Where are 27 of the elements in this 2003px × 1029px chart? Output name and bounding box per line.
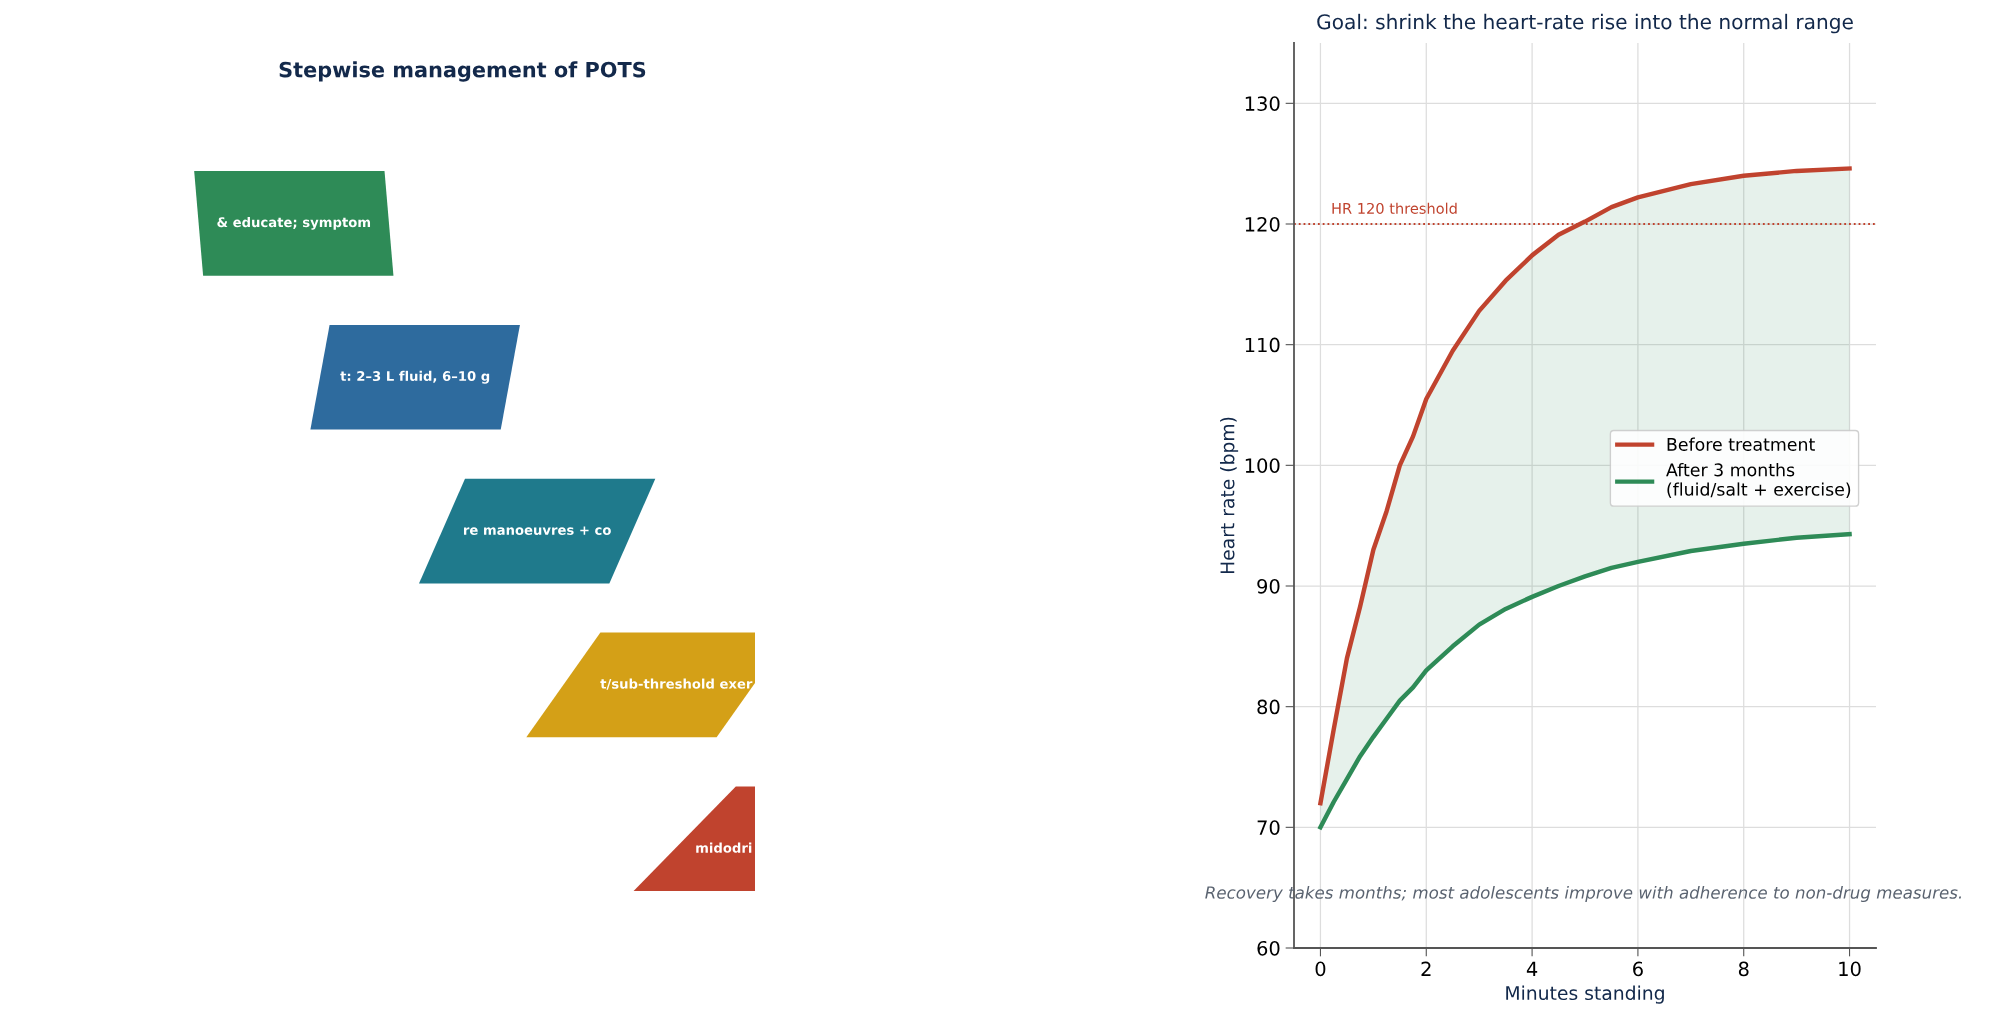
legend-label: Before treatment [1667, 437, 1815, 451]
x-tick-label: 10 [1839, 961, 1861, 977]
y-tick-label: 130 [1245, 96, 1280, 111]
ref-line-label: HR 120 threshold [1332, 202, 1457, 214]
x-tick-label: 0 [1315, 961, 1326, 977]
x-axis-title: Minutes standing [1506, 985, 1664, 1004]
y-axis-title: Heart rate (bpm) [1219, 417, 1239, 574]
y-tick-label: 120 [1245, 216, 1280, 232]
x-tick-label: 4 [1526, 961, 1538, 976]
text: midodri [696, 842, 752, 853]
text: re manoeuvres + co [463, 526, 611, 535]
x-tick-label: 6 [1633, 961, 1643, 977]
legend-label: After 3 months (fluid/salt + exercise) [1666, 462, 1851, 498]
x-tick-label: 2 [1421, 961, 1431, 976]
line-series [1318, 531, 1852, 830]
y-tick-label: 80 [1257, 699, 1280, 715]
chart-title: Goal: shrink the heart-rate rise into the normal range [1317, 13, 1853, 34]
text: & educate; symptom [217, 216, 371, 230]
x-tick-label: 8 [1738, 961, 1749, 977]
y-tick-label: 90 [1257, 578, 1280, 594]
text: Stepwise management of POTS [279, 61, 646, 82]
y-tick-label: 70 [1257, 820, 1280, 835]
y-tick-label: 100 [1245, 458, 1280, 473]
text: t/sub-threshold exer [600, 678, 753, 690]
text: t: 2–3 L fluid, 6–10 g [340, 370, 490, 384]
y-tick-label: 110 [1245, 337, 1280, 353]
y-tick-label: 60 [1257, 940, 1280, 956]
